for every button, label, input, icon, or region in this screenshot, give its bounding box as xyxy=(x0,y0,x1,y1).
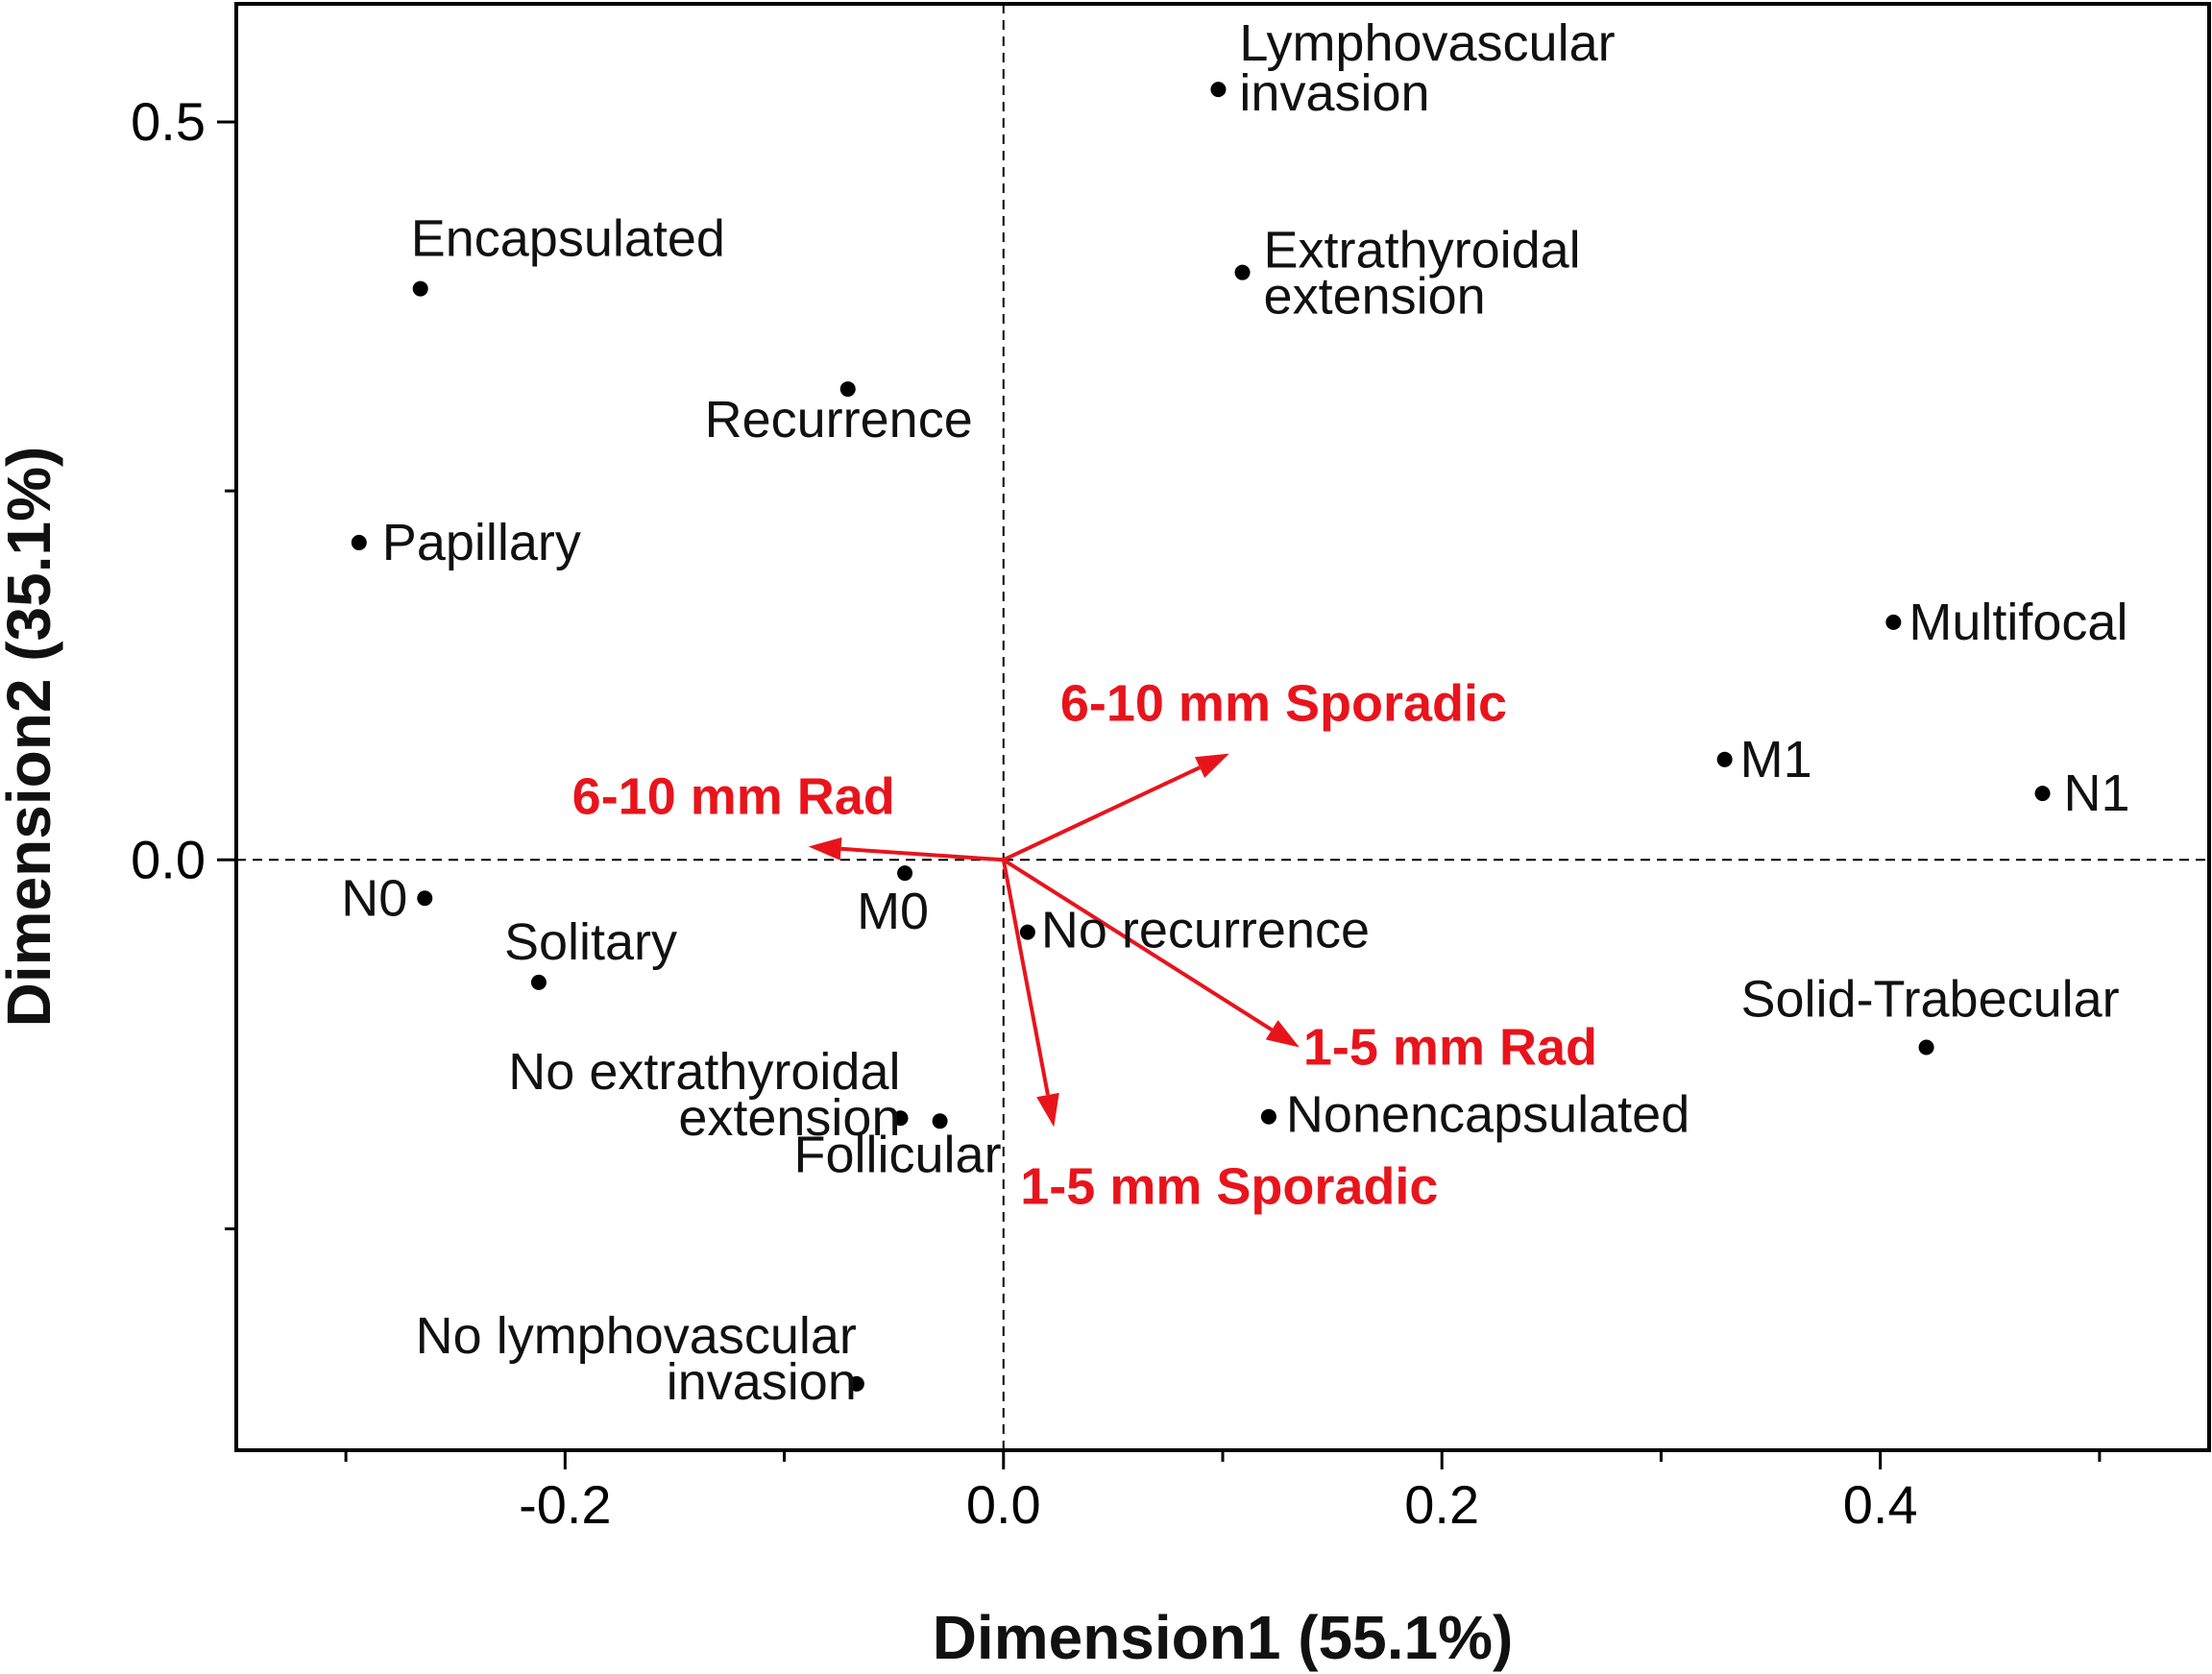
point-label: Encapsulated xyxy=(411,210,725,268)
point-label: No lymphovascular invasion xyxy=(416,1307,857,1411)
x-tick-label: -0.2 xyxy=(519,1474,612,1535)
point-label: Recurrence xyxy=(705,391,973,449)
data-point xyxy=(530,974,547,990)
arrow-label: 1-5 mm Sporadic xyxy=(1020,1157,1438,1215)
data-point xyxy=(1019,924,1035,940)
point-label: Extrathyroidal extension xyxy=(1264,222,1581,326)
data-point xyxy=(848,1375,864,1392)
arrow-head xyxy=(808,837,842,861)
point-label: M1 xyxy=(1740,731,1812,788)
data-point xyxy=(1716,751,1733,767)
arrow-head xyxy=(1194,753,1229,778)
data-point xyxy=(892,1110,909,1127)
arrow-shaft xyxy=(840,846,1004,862)
point-label: Follicular xyxy=(794,1126,1002,1183)
arrow-label: 6-10 mm Sporadic xyxy=(1060,675,1507,733)
point-label: M0 xyxy=(857,883,929,940)
point-label: No extrathyroidal extension xyxy=(508,1043,900,1147)
arrow-head xyxy=(1036,1092,1059,1128)
x-axis-ticks: -0.2 0.0 0.2 0.4 xyxy=(344,1450,2102,1535)
x-tick-label: 0.4 xyxy=(1843,1474,1918,1535)
variable-arrows: 6-10 mm Sporadic 6-10 mm Rad 1-5 mm Rad 1-5… xyxy=(572,675,1597,1216)
arrow-shaft xyxy=(1002,858,1274,1031)
point-label: Multifocal xyxy=(1908,594,2127,651)
point-label: No recurrence xyxy=(1041,902,1370,959)
point-label: Solitary xyxy=(504,913,677,971)
data-point xyxy=(2034,786,2051,802)
arrow-label: 1-5 mm Rad xyxy=(1303,1018,1597,1076)
point-label: Lymphovascular invasion xyxy=(1239,14,1615,122)
arrow-shaft xyxy=(1001,859,1050,1096)
data-point xyxy=(1918,1039,1934,1055)
x-tick-label: 0.2 xyxy=(1404,1474,1479,1535)
point-label: Solid-Trabecular xyxy=(1741,970,2120,1028)
point-label: Nonencapsulated xyxy=(1286,1086,1689,1144)
point-label: N1 xyxy=(2064,764,2130,822)
y-tick-label: 0.5 xyxy=(131,91,206,152)
data-point xyxy=(1234,264,1251,280)
arrow-head xyxy=(1265,1020,1300,1048)
point-label: Papillary xyxy=(382,514,581,571)
category-points: Lymphovascular invasion Encapsulated Extrat… xyxy=(341,14,2129,1411)
y-axis-ticks: 0.5 0.0 xyxy=(131,91,236,1230)
data-point xyxy=(1260,1108,1276,1125)
data-point xyxy=(1885,614,1902,630)
data-point xyxy=(897,865,913,882)
data-point xyxy=(417,890,433,907)
data-point xyxy=(412,280,428,297)
data-point xyxy=(1210,82,1227,98)
y-tick-label: 0.0 xyxy=(131,829,206,889)
arrow-label: 6-10 mm Rad xyxy=(572,767,895,825)
data-point xyxy=(351,534,367,550)
data-point xyxy=(932,1113,948,1129)
data-point xyxy=(839,381,856,398)
x-axis-title: Dimension1 (55.1%) xyxy=(933,1603,1514,1672)
point-label: N0 xyxy=(341,869,407,927)
x-tick-label: 0.0 xyxy=(966,1474,1041,1535)
y-axis-title: Dimension2 (35.1%) xyxy=(0,447,63,1028)
arrow-shaft xyxy=(1002,765,1201,862)
